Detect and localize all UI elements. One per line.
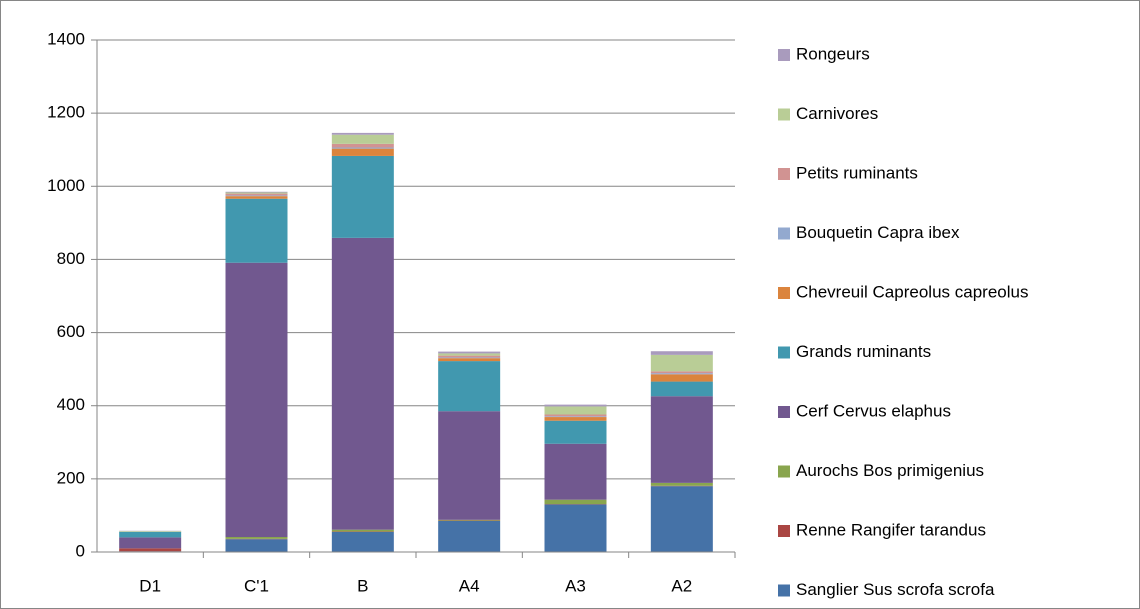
y-tick-label: 400 <box>57 395 85 414</box>
bar-segment <box>438 520 501 552</box>
bar-segment <box>438 361 501 412</box>
bar-segment <box>650 373 713 375</box>
bar-segment <box>438 351 501 354</box>
legend-label: Sanglier Sus scrofa scrofa <box>796 580 995 599</box>
legend-label: Chevreuil Capreolus capreolus <box>796 282 1028 301</box>
legend-label: Rongeurs <box>796 44 870 63</box>
x-tick-label: D1 <box>139 576 161 595</box>
bar-segment <box>119 531 182 532</box>
bar-segment <box>331 147 394 149</box>
legend-swatch <box>778 525 790 537</box>
legend-swatch <box>778 49 790 61</box>
legend-label: Aurochs Bos primigenius <box>796 461 984 480</box>
bar-segment <box>331 148 394 156</box>
bar-segment <box>438 357 501 359</box>
bar-segment <box>438 353 501 356</box>
bar-segment <box>650 374 713 382</box>
bar-segment <box>650 371 713 374</box>
legend-swatch <box>778 406 790 418</box>
bar-segment <box>119 531 182 538</box>
bar-segment <box>544 504 607 552</box>
bar-segment <box>331 155 394 238</box>
x-tick-label: A4 <box>459 576 480 595</box>
bar-segment <box>438 411 501 520</box>
bar-segment <box>225 191 288 193</box>
bar-segment <box>331 134 394 144</box>
y-tick-label: 1000 <box>47 176 85 195</box>
legend-swatch <box>778 346 790 359</box>
bar-segment <box>544 404 607 407</box>
bar-segment <box>119 537 182 549</box>
bar-segment <box>650 381 713 397</box>
bar-segment <box>544 406 607 415</box>
x-tick-label: C'1 <box>244 576 269 595</box>
bar-segment <box>225 198 288 263</box>
y-tick-label: 1200 <box>47 103 85 122</box>
legend-swatch <box>778 108 790 121</box>
x-tick-label: A3 <box>565 576 586 595</box>
legend-label: Grands ruminants <box>796 342 931 361</box>
legend-label: Bouquetin Capra ibex <box>796 223 960 242</box>
bar-segment <box>225 262 288 538</box>
bar-segment <box>331 143 394 148</box>
y-tick-label: 1400 <box>47 29 85 48</box>
bar-segment <box>225 193 288 196</box>
y-tick-label: 800 <box>57 249 85 268</box>
y-tick-label: 600 <box>57 322 85 341</box>
bar-segment <box>331 132 394 135</box>
bar-segment <box>544 499 607 505</box>
bar-segment <box>544 420 607 444</box>
bar-segment <box>438 519 501 521</box>
bar-segment <box>225 192 288 194</box>
bar-segment <box>650 482 713 486</box>
legend-swatch <box>778 168 790 180</box>
bar-segment <box>119 548 182 552</box>
legend-label: Carnivores <box>796 104 878 123</box>
y-tick-label: 200 <box>57 468 85 487</box>
bar-segment <box>650 486 713 552</box>
bar-segment <box>544 417 607 421</box>
bar-segment <box>331 237 394 530</box>
bar-segment <box>225 196 288 199</box>
bar-segment <box>650 396 713 483</box>
legend-label: Cerf Cervus elaphus <box>796 401 951 420</box>
x-tick-label: A2 <box>671 576 692 595</box>
bar-segment <box>438 355 501 358</box>
legend-label: Renne Rangifer tarandus <box>796 520 986 539</box>
bar-segment <box>225 195 288 197</box>
bar-segment <box>544 416 607 418</box>
x-tick-label: B <box>357 576 368 595</box>
bar-segment <box>331 529 394 532</box>
bar-segment <box>544 414 607 417</box>
bar-segment <box>650 351 713 355</box>
bar-segment <box>438 358 501 362</box>
bar-segment <box>331 531 394 552</box>
y-tick-label: 0 <box>76 541 85 560</box>
bar-segment <box>544 443 607 500</box>
legend-swatch <box>778 465 790 478</box>
legend-swatch <box>778 227 790 240</box>
legend-swatch <box>778 287 790 299</box>
bar-segment <box>225 537 288 539</box>
bar-segment <box>225 539 288 552</box>
bar-segment <box>650 354 713 372</box>
legend-label: Petits ruminants <box>796 163 918 182</box>
legend-swatch <box>778 584 790 597</box>
